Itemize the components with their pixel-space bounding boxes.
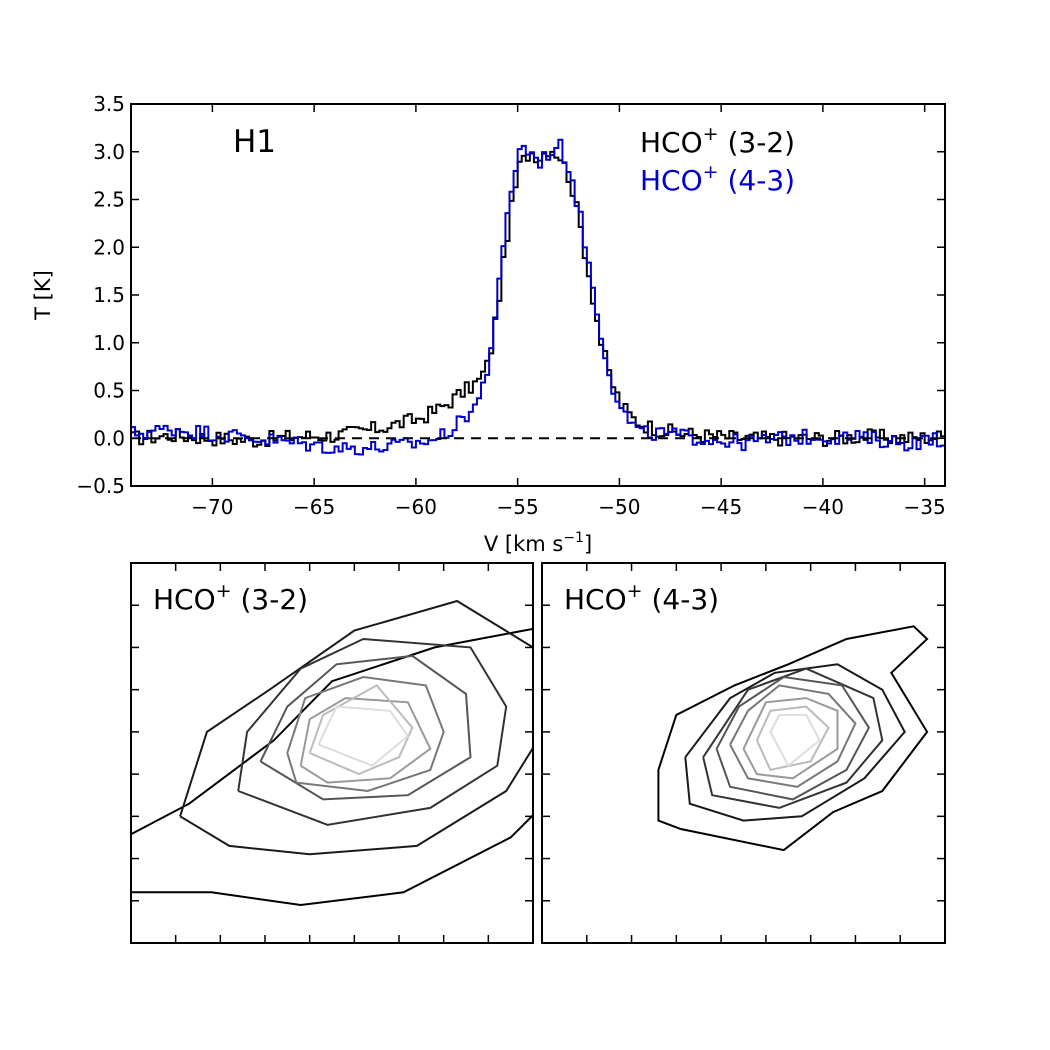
series-line-hco-4-3 (131, 138, 946, 456)
contour-level-2 (684, 663, 906, 822)
contour-level-4 (715, 675, 871, 801)
contour-level-7 (308, 684, 414, 776)
legend-4-3-sup: + (703, 161, 719, 183)
x-tick-label: −50 (598, 495, 640, 519)
contour-frame-4-3 (541, 562, 946, 944)
x-tick-label: −55 (497, 495, 539, 519)
contour-title-4-3-main: HCO (564, 583, 627, 616)
contour-level-8 (769, 714, 821, 768)
x-axis-label-main: V [km s (484, 532, 563, 556)
contour-title-4-3-sup: + (627, 580, 643, 602)
x-tick-label: −70 (191, 495, 233, 519)
contour-level-6 (742, 697, 839, 780)
legend-3-2-sup: + (703, 123, 719, 145)
x-tick-label: −45 (700, 495, 742, 519)
contour-level-1 (131, 627, 533, 907)
contour-ticks-3-2 (131, 563, 533, 943)
y-tick-label: 0.5 (93, 379, 125, 403)
contour-level-8 (317, 705, 410, 767)
y-tick-label: −0.5 (76, 474, 125, 498)
x-tick-label: −40 (802, 495, 844, 519)
contour-level-3 (237, 637, 508, 826)
contour-frame-3-2 (130, 562, 534, 944)
x-tick-label: −65 (293, 495, 335, 519)
contour-title-3-2-main: HCO (153, 583, 216, 616)
legend-4-3-rest: (4-3) (719, 164, 795, 197)
legend-entry-4-3: HCO+ (4-3) (640, 161, 795, 197)
y-tick-label: 0.0 (93, 426, 125, 450)
y-tick-label: 3.5 (93, 92, 125, 116)
contour-panel-hco-3-2: HCO+ (3-2) (130, 562, 534, 944)
y-tick-label: 2.0 (93, 235, 125, 259)
contour-ticks-4-3 (542, 563, 945, 943)
contour-panel-hco-4-3: HCO+ (4-3) (541, 562, 946, 944)
y-axis-label: T [K] (31, 270, 55, 321)
spectrum-title: H1 (233, 124, 276, 160)
contour-title-4-3-rest: (4-3) (643, 583, 719, 616)
y-tick-label: 3.0 (93, 140, 125, 164)
spectrum-frame (130, 103, 946, 487)
contour-level-4 (259, 654, 472, 801)
y-tick-label: 2.5 (93, 188, 125, 212)
y-tick-label: 1.0 (93, 331, 125, 355)
x-axis-label-sup: −1 (563, 530, 584, 546)
contour-level-1 (657, 625, 929, 852)
contour-title-4-3: HCO+ (4-3) (564, 580, 719, 616)
contour-title-3-2-rest: (3-2) (232, 583, 308, 616)
spectrum-panel: −70 −65 −60 −55 −50 −45 −40 −35 −0.5 0.0 0.5 1.0 1.5… (31, 92, 946, 556)
contour-level-6 (299, 697, 432, 784)
legend-4-3-main: HCO (640, 164, 703, 197)
contour-title-3-2: HCO+ (3-2) (153, 580, 308, 616)
spectrum-ticks: −70 −65 −60 −55 −50 −45 −40 −35 −0.5 0.0 0.5 1.0 1.5… (76, 92, 945, 519)
legend-3-2-rest: (3-2) (719, 126, 795, 159)
contour-level-3 (702, 667, 884, 809)
contour-levels-3-2 (131, 599, 533, 907)
x-tick-label: −35 (904, 495, 946, 519)
contour-level-5 (286, 675, 445, 793)
x-tick-label: −60 (395, 495, 437, 519)
contour-title-3-2-sup: + (216, 580, 232, 602)
x-axis-label: V [km s−1] (484, 530, 592, 556)
spectrum-series (131, 138, 946, 456)
contour-level-7 (755, 705, 830, 772)
contour-levels-4-3 (657, 625, 929, 852)
y-tick-label: 1.5 (93, 283, 125, 307)
legend-entry-3-2: HCO+ (3-2) (640, 123, 795, 159)
contour-level-5 (729, 684, 857, 788)
legend-3-2-main: HCO (640, 126, 703, 159)
x-axis-label-end: ] (584, 532, 592, 556)
contour-level-2 (179, 599, 533, 856)
